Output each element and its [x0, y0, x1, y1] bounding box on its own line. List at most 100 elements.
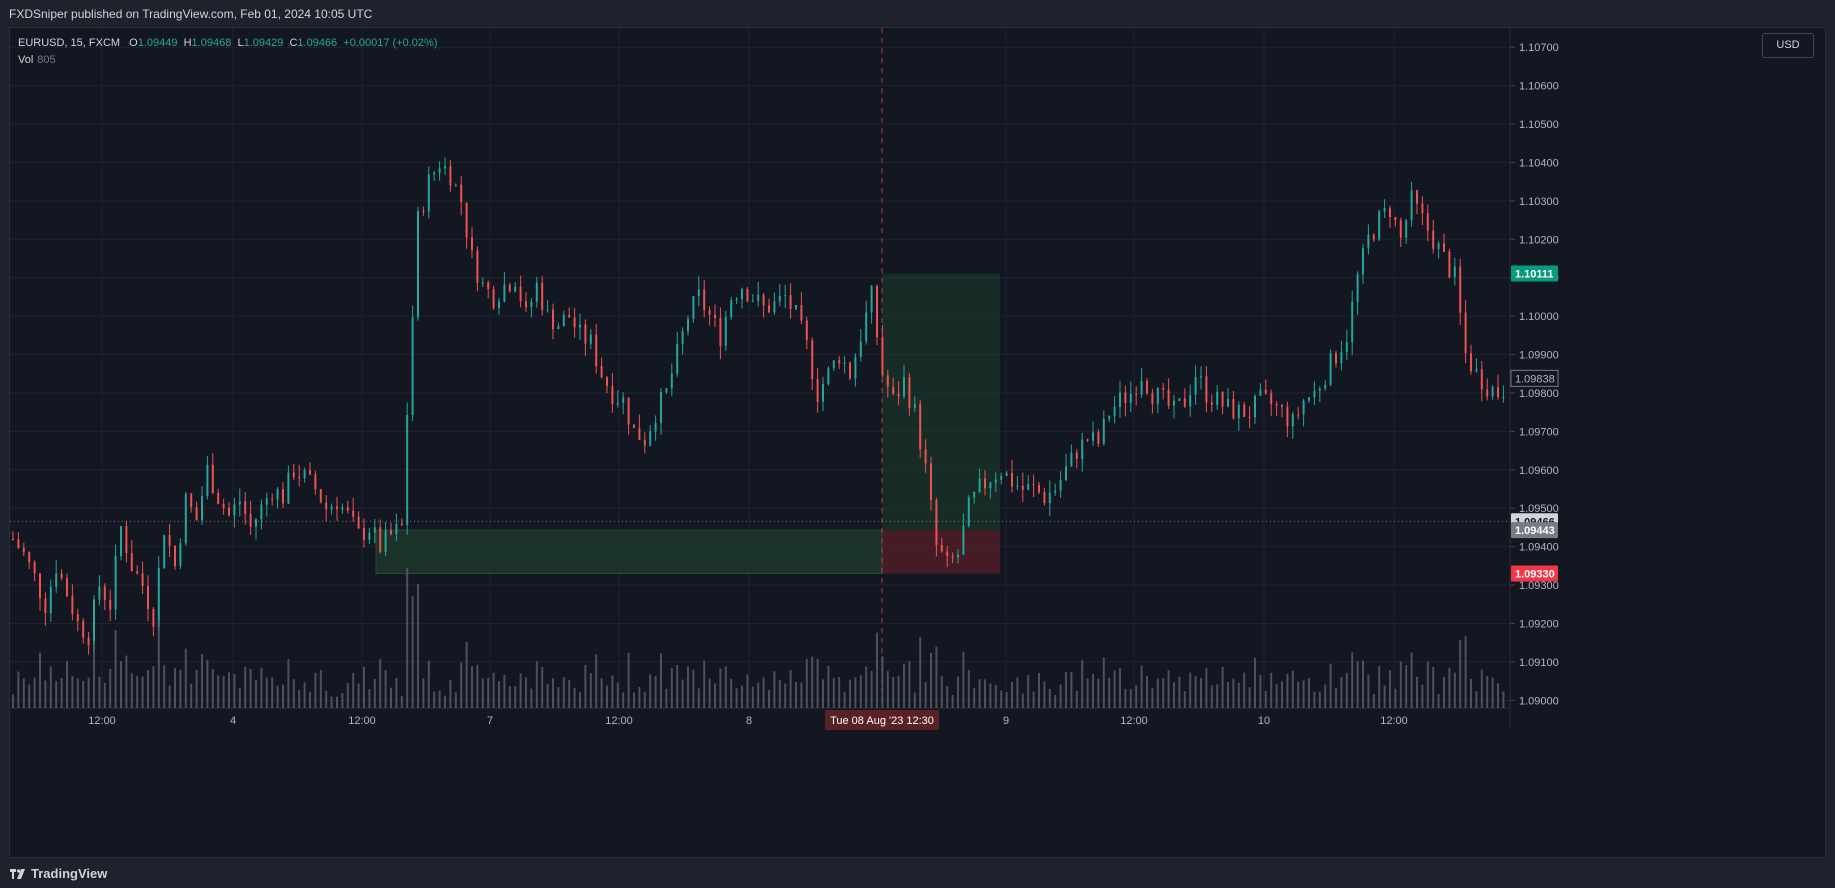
volume-label: Vol [18, 54, 34, 66]
candle-body [746, 289, 749, 302]
volume-bar [49, 666, 52, 708]
volume-bar [206, 659, 209, 708]
volume-bar [1405, 665, 1408, 708]
volume-bar [589, 673, 592, 708]
candle-body [211, 464, 214, 494]
x-tick-label: 10 [1258, 715, 1270, 727]
price-chart-svg[interactable]: 1.10700 1.10600 1.10500 1.10400 1.10300 1.102… [10, 28, 1826, 858]
candle-body [589, 334, 592, 344]
volume-bar [1437, 693, 1440, 708]
volume-bar [865, 666, 868, 708]
volume-bar [1000, 690, 1003, 708]
volume-bar [217, 675, 220, 708]
volume-bar [1291, 670, 1294, 708]
volume-bar [1329, 663, 1332, 708]
candle-body [805, 320, 808, 341]
volume-bar [422, 678, 425, 708]
volume-bar [676, 665, 679, 708]
candle-body [93, 599, 95, 646]
candle-body [832, 360, 835, 369]
candle-body [1059, 479, 1062, 491]
volume-bar [379, 658, 382, 708]
volume-bar [795, 682, 797, 708]
volume-bar [87, 677, 90, 708]
demand-zone[interactable] [375, 529, 883, 575]
volume-bar [1092, 674, 1094, 708]
volume-bar [211, 669, 214, 708]
volume-bar [1486, 676, 1489, 708]
candle-body [438, 168, 441, 173]
candle-body [276, 489, 279, 500]
candle-body [346, 507, 349, 511]
volume-bar [681, 679, 684, 708]
volume-bar [249, 668, 252, 708]
volume-bar [1210, 685, 1213, 708]
volume-bar [606, 685, 608, 708]
volume-bar [12, 694, 14, 708]
volume-bar [1254, 657, 1256, 708]
volume-bar [832, 677, 835, 708]
candle-body [1421, 203, 1424, 214]
volume-bar [271, 677, 274, 708]
candle-body [1362, 248, 1364, 275]
candle-body [967, 497, 970, 526]
tradingview-logo[interactable]: TradingView [10, 866, 107, 881]
candle-body [503, 284, 506, 302]
candle-body [919, 403, 922, 450]
volume-bar [1200, 677, 1202, 708]
candle-body [649, 431, 652, 446]
candle-body [1070, 452, 1073, 467]
volume-bar [438, 690, 441, 708]
volume-bar [514, 686, 517, 708]
symbol-name[interactable]: EURUSD, 15, FXCM [18, 37, 121, 49]
volume-bar [222, 676, 225, 708]
currency-button[interactable]: USD [1762, 33, 1814, 58]
volume-bar [1313, 691, 1316, 708]
volume-bar [989, 683, 992, 708]
target-zone[interactable] [882, 273, 1000, 531]
volume-bar [735, 688, 738, 708]
volume-bar [697, 688, 700, 708]
candle-body [1464, 312, 1467, 354]
candle-body [427, 174, 430, 212]
volume-bar [1248, 687, 1251, 708]
candle-body [1497, 386, 1499, 398]
volume-bar [352, 672, 355, 708]
volume-bar [973, 687, 976, 708]
volume-bar [800, 682, 803, 708]
y-tick-label: 1.10300 [1519, 196, 1559, 208]
volume-bar [638, 686, 641, 708]
x-tick-label: 9 [1003, 715, 1009, 727]
candle-body [654, 423, 657, 432]
volume-bar [1394, 688, 1397, 708]
volume-bar [1367, 674, 1370, 708]
volume-bar [1005, 692, 1008, 708]
candle-body [778, 295, 781, 302]
volume-bar [714, 683, 716, 708]
volume-bar [692, 669, 695, 708]
candle-body [535, 282, 538, 302]
volume-bar [930, 652, 932, 708]
volume-bar [827, 665, 830, 708]
candle-body [1129, 393, 1132, 404]
volume-bar [303, 682, 306, 708]
candle-body [643, 439, 646, 446]
volume-bar [1286, 673, 1289, 708]
candle-body [444, 166, 446, 169]
candle-body [460, 184, 463, 203]
chart-area[interactable]: 1.10700 1.10600 1.10500 1.10400 1.10300 1.102… [9, 27, 1826, 858]
candle-body [492, 288, 495, 309]
volume-bar [1491, 677, 1494, 708]
candle-body [1054, 490, 1057, 493]
volume-bar [1399, 661, 1402, 708]
candle-body [136, 571, 139, 574]
stop-zone[interactable] [882, 530, 1000, 574]
volume-bar [854, 677, 857, 708]
volume-bar [179, 669, 182, 708]
volume-bar [357, 683, 360, 708]
volume-bar [649, 674, 652, 708]
candle-body [233, 504, 236, 516]
candle-body [1286, 406, 1289, 427]
stop-price-label-bg [1511, 565, 1558, 582]
candle-body [1210, 402, 1213, 405]
